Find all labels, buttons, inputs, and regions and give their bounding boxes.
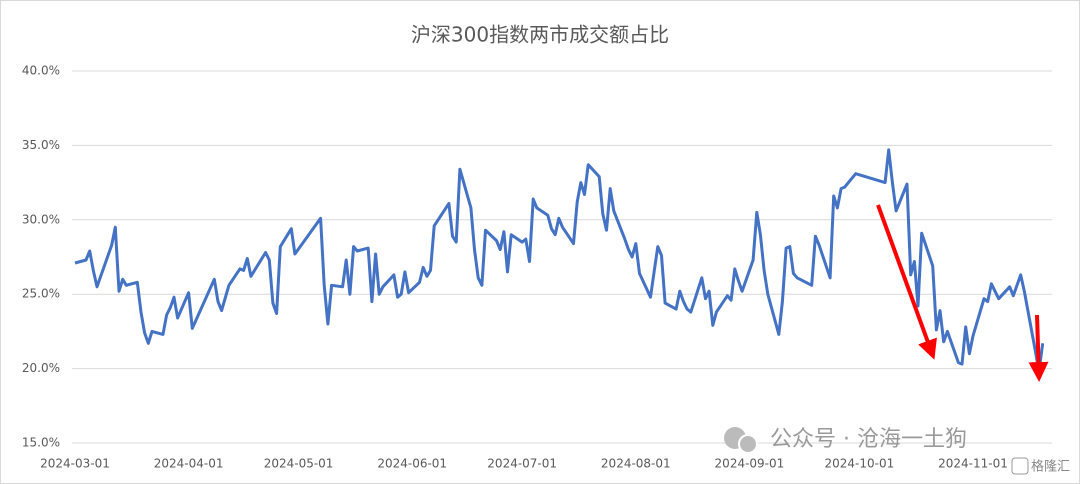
x-tick-label: 2024-09-01 [715,457,785,471]
data-line [74,148,1045,374]
x-tick-label: 2024-04-01 [154,457,224,471]
y-tick-label: 25.0% [22,287,60,301]
x-tick-label: 2024-06-01 [377,457,447,471]
y-tick-label: 20.0% [22,361,60,375]
x-tick-label: 2024-07-01 [487,457,557,471]
x-tick-label: 2024-03-01 [40,457,110,471]
red-arrow [1028,314,1049,382]
y-tick-label: 30.0% [22,212,60,226]
y-tick-label: 15.0% [22,436,60,450]
x-tick-label: 2024-11-01 [938,457,1008,471]
x-tick-label: 2024-10-01 [825,457,895,471]
y-tick-label: 35.0% [22,138,60,152]
red-arrow [876,204,937,360]
x-tick-label: 2024-05-01 [264,457,334,471]
logo-icon [1011,457,1029,475]
watermark: 公众号 · 沧海一土狗 [770,427,967,452]
chart-title: 沪深300指数两市成交额占比 [411,23,669,47]
y-tick-label: 40.0% [22,64,60,78]
x-tick-label: 2024-08-01 [601,457,671,471]
wechat-icon [738,434,758,454]
logo-text: 格隆汇 [1031,459,1070,475]
